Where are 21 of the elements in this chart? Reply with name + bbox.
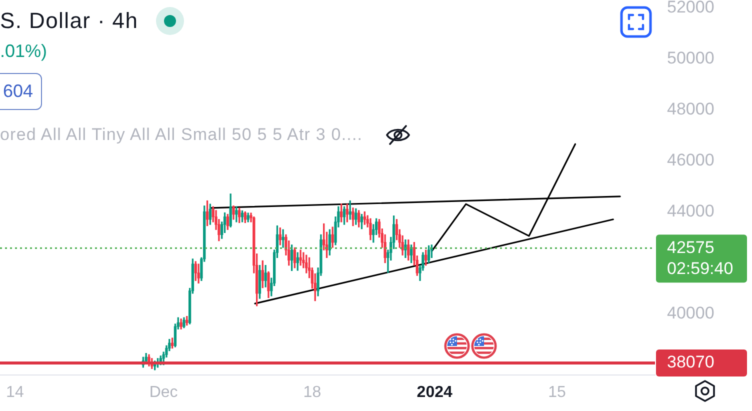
chart-title: S. Dollar · 4h [0,8,138,34]
rounded-frame: 604 [0,73,42,110]
ref-line-label: 38070 [667,352,714,372]
x-tick-label: 15 [548,384,566,402]
text: .01%) [0,41,48,62]
candlestick [282,229,284,248]
x-tick-label: Dec [149,384,178,402]
text: 02:59:40 [667,258,734,278]
ref-line-label: 42575 [667,238,714,257]
y-tick-label: 50000 [667,48,714,68]
candlestick [299,250,302,266]
y-tick-label: 40000 [667,303,714,322]
annotation: ored All All Tiny All All Small 50 5 5 Atr 3 0.... [0,125,363,145]
y-tick-label: 46000 [667,150,714,170]
annotation: 604 [3,81,34,101]
y-tick-label: 52000 [667,0,714,16]
y-tick-label: 48000 [667,99,714,118]
x-tick-label: 2024 [416,384,452,402]
x-tick-label: 18 [303,384,322,402]
y-tick-label: 44000 [667,201,714,220]
x-tick-label: 14 [6,384,24,402]
